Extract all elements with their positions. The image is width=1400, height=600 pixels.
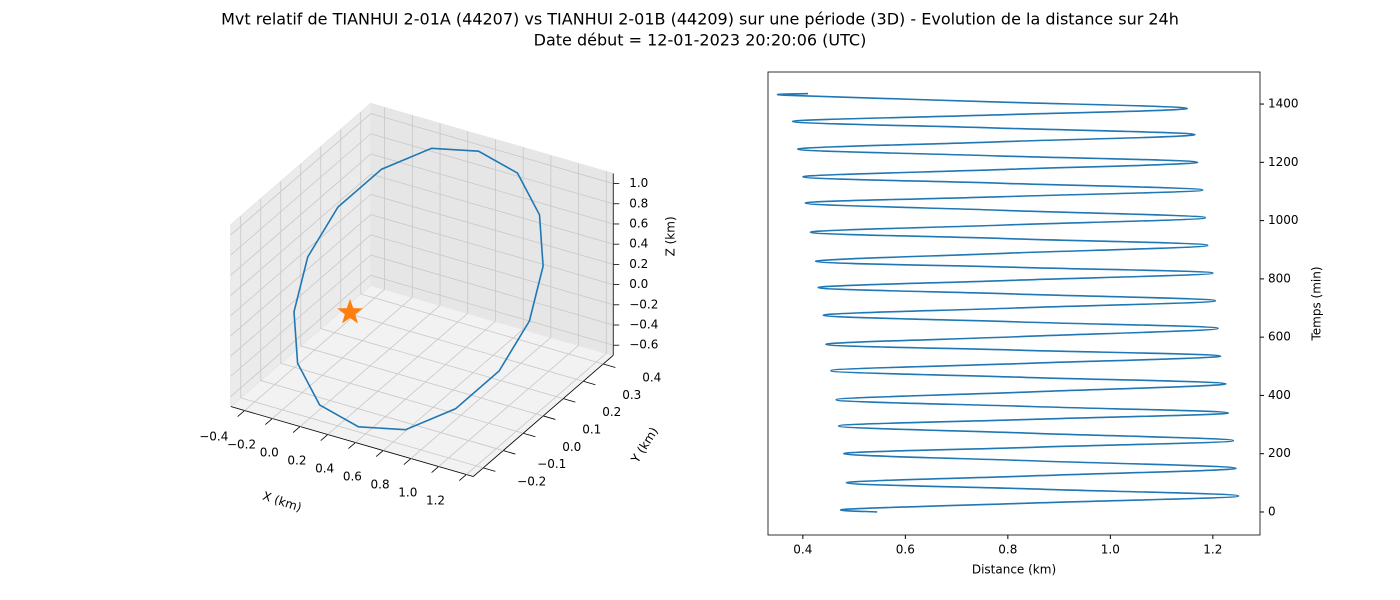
plot-frame bbox=[767, 71, 1261, 536]
grid-line bbox=[370, 153, 614, 225]
y-tick-label: 0.2 bbox=[602, 405, 621, 419]
z-tick-label: 0.2 bbox=[629, 257, 648, 271]
tick-mark bbox=[543, 415, 556, 420]
tick-mark bbox=[320, 434, 329, 441]
origin-marker bbox=[337, 299, 363, 324]
x-tick-label: 0.4 bbox=[315, 462, 334, 476]
x-tick-label: 1.2 bbox=[1203, 543, 1222, 557]
tick-mark bbox=[503, 450, 516, 455]
figure-subtitle: Date début = 12-01-2023 20:20:06 (UTC) bbox=[534, 31, 867, 50]
distance-line bbox=[776, 92, 1240, 513]
grid-line bbox=[360, 293, 604, 365]
z-tick-label: −0.2 bbox=[629, 297, 658, 311]
x-tick-label: 0.0 bbox=[260, 446, 279, 460]
y-tick-label: 800 bbox=[1268, 271, 1291, 285]
x-tick-label: −0.4 bbox=[199, 430, 228, 444]
y-tick-label: 1400 bbox=[1268, 97, 1299, 111]
z-tick-label: 0.0 bbox=[629, 277, 648, 291]
x-tick-label: 0.8 bbox=[998, 543, 1017, 557]
orbit-line bbox=[293, 147, 544, 431]
y-tick-label: 0.3 bbox=[622, 388, 641, 402]
y-axis-label: Y (km) bbox=[628, 425, 661, 466]
tick-mark bbox=[603, 363, 616, 368]
y-tick-label: 0.4 bbox=[642, 370, 661, 384]
y-tick-label: 600 bbox=[1268, 330, 1291, 344]
grid-line bbox=[230, 133, 372, 256]
grid-line bbox=[370, 234, 614, 306]
grid-line bbox=[340, 310, 584, 382]
y-tick-label: 0.1 bbox=[582, 422, 601, 436]
grid-line bbox=[280, 362, 524, 434]
z-tick-label: 0.6 bbox=[629, 216, 648, 230]
x-tick-label: 1.0 bbox=[398, 486, 417, 500]
y-tick-label: 1000 bbox=[1268, 213, 1299, 227]
grid-line bbox=[370, 254, 614, 326]
tick-mark bbox=[403, 458, 412, 465]
z-tick-label: 0.4 bbox=[629, 237, 648, 251]
x-tick-label: 1.0 bbox=[1101, 543, 1120, 557]
x-axis-label: X (km) bbox=[261, 489, 303, 515]
y-axis-label: Temps (min) bbox=[1310, 266, 1324, 341]
grid-line bbox=[230, 194, 372, 316]
x-tick-label: 0.8 bbox=[371, 478, 390, 492]
z-tick-label: 1.0 bbox=[629, 176, 648, 190]
tick-mark bbox=[563, 398, 576, 403]
grid-line bbox=[370, 113, 614, 184]
y-tick-label: 1200 bbox=[1268, 155, 1299, 169]
z-tick-label: −0.6 bbox=[629, 338, 658, 352]
grid-line bbox=[370, 274, 614, 346]
grid-line bbox=[230, 153, 372, 276]
grid-line bbox=[230, 254, 372, 377]
z-tick-label: −0.4 bbox=[629, 318, 658, 332]
z-tick-label: 0.8 bbox=[629, 196, 648, 210]
tick-mark bbox=[237, 410, 245, 417]
x-tick-label: −0.2 bbox=[227, 438, 256, 452]
x-tick-label: 0.2 bbox=[287, 454, 306, 468]
grid-line bbox=[260, 380, 504, 451]
grid-line bbox=[230, 234, 372, 357]
tick-mark bbox=[348, 442, 356, 449]
tick-mark bbox=[265, 418, 273, 425]
grid-line bbox=[320, 328, 564, 399]
tick-mark bbox=[483, 467, 496, 472]
y-tick-label: −0.1 bbox=[537, 457, 566, 471]
grid-line bbox=[230, 274, 372, 397]
grid-line bbox=[300, 345, 544, 417]
grid-line bbox=[240, 397, 484, 469]
y-tick-label: 400 bbox=[1268, 388, 1291, 402]
grid-line bbox=[230, 173, 372, 296]
y-tick-label: 0.0 bbox=[562, 440, 581, 454]
x-axis-label: Distance (km) bbox=[972, 563, 1056, 577]
y-tick-label: −0.2 bbox=[517, 474, 546, 488]
z-axis-label: Z (km) bbox=[664, 216, 678, 256]
grid-line bbox=[370, 133, 614, 205]
tick-mark bbox=[459, 474, 467, 481]
tick-mark bbox=[375, 450, 384, 457]
tick-mark bbox=[583, 380, 596, 386]
x-tick-label: 0.4 bbox=[793, 543, 812, 557]
y-tick-label: 0 bbox=[1268, 504, 1276, 518]
grid-line bbox=[230, 113, 372, 236]
tick-mark bbox=[431, 466, 439, 473]
axis-line bbox=[230, 406, 474, 477]
x-tick-label: 0.6 bbox=[896, 543, 915, 557]
tick-mark bbox=[523, 432, 536, 438]
figure-title: Mvt relatif de TIANHUI 2-01A (44207) vs … bbox=[221, 10, 1179, 29]
x-tick-label: 1.2 bbox=[426, 494, 445, 508]
tick-mark bbox=[292, 426, 301, 433]
x-tick-label: 0.6 bbox=[343, 470, 362, 484]
grid-line bbox=[370, 214, 614, 285]
grid-line bbox=[370, 173, 614, 245]
grid-line bbox=[370, 193, 614, 265]
grid-line bbox=[230, 214, 372, 337]
y-tick-label: 200 bbox=[1268, 446, 1291, 460]
